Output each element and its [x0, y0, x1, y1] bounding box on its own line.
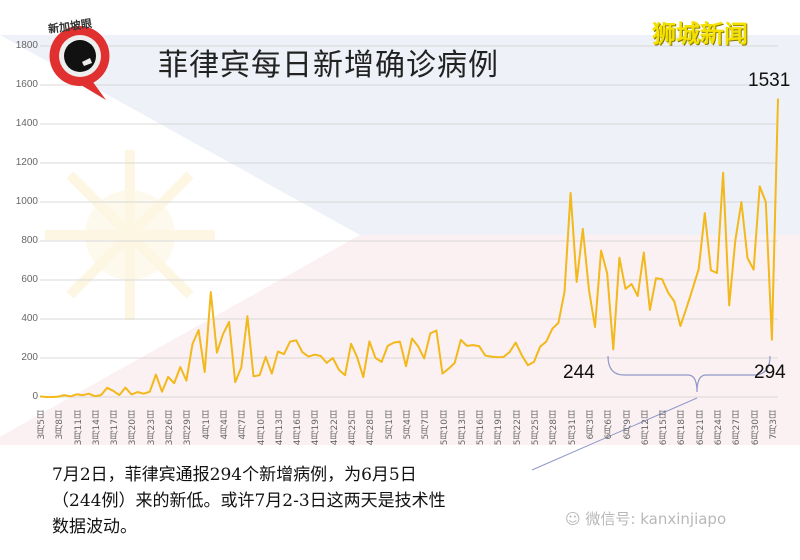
x-tick-label: 5月13日 — [457, 410, 468, 446]
x-tick-label: 5月16日 — [476, 410, 487, 446]
y-tick-label: 0 — [32, 391, 38, 402]
x-tick-label: 5月4日 — [402, 410, 413, 440]
x-tick-label: 4月4日 — [219, 410, 230, 440]
y-tick-label: 800 — [21, 235, 38, 246]
y-tick-label: 1400 — [15, 118, 38, 129]
x-tick-label: 5月1日 — [384, 410, 395, 440]
watermark-text: 微信号: kanxinjiapo — [585, 510, 727, 528]
bracket-connector — [607, 355, 771, 393]
x-tick-label: 6月27日 — [732, 410, 743, 446]
pointer-line — [531, 397, 698, 471]
x-tick-label: 4月25日 — [348, 410, 359, 446]
y-tick-label: 400 — [21, 313, 38, 324]
y-tick-label: 1800 — [15, 40, 38, 51]
x-tick-label: 6月21日 — [695, 410, 706, 446]
x-tick-label: 3月5日 — [37, 410, 47, 440]
x-tick-label: 5月28日 — [549, 410, 560, 446]
caption-line-1: 7月2日，菲律宾通报294个新增病例，为6月5日 — [52, 465, 417, 485]
x-tick-label: 6月6日 — [604, 410, 615, 440]
x-tick-label: 6月18日 — [677, 410, 688, 446]
x-tick-label: 4月28日 — [366, 410, 377, 446]
x-tick-label: 6月24日 — [714, 410, 724, 446]
x-tick-label: 3月14日 — [91, 410, 102, 446]
low-label-june5: 244 — [563, 362, 595, 383]
y-tick-label: 1600 — [15, 79, 38, 90]
y-tick-label: 1200 — [15, 157, 38, 168]
chart-title: 菲律宾每日新增确诊病例 — [158, 48, 499, 83]
x-tick-label: 3月11日 — [73, 410, 84, 446]
x-tick-label: 7月3日 — [768, 410, 779, 440]
x-tick-label: 4月10日 — [256, 410, 267, 446]
x-tick-label: 4月13日 — [274, 410, 285, 446]
x-tick-label: 6月15日 — [659, 410, 670, 446]
wechat-watermark: ☺ 微信号: kanxinjiapo — [565, 508, 726, 529]
caption-line-3: 数据波动。 — [52, 517, 137, 537]
x-tick-label: 4月7日 — [238, 410, 249, 440]
x-tick-label: 6月12日 — [640, 410, 651, 446]
x-tick-label: 5月22日 — [512, 410, 523, 446]
low-label-july2: 294 — [754, 362, 786, 383]
x-tick-label: 5月25日 — [531, 410, 542, 446]
x-tick-label: 5月31日 — [567, 410, 578, 446]
x-tick-label: 3月23日 — [146, 410, 157, 446]
x-tick-label: 5月10日 — [439, 410, 450, 446]
logo — [40, 18, 120, 103]
y-tick-label: 200 — [21, 352, 38, 363]
x-tick-label: 4月22日 — [329, 410, 340, 446]
x-tick-label: 3月8日 — [55, 410, 66, 440]
wechat-icon: ☺ — [565, 510, 586, 528]
y-tick-label: 600 — [21, 274, 38, 285]
x-tick-label: 4月19日 — [311, 410, 322, 446]
x-tick-label: 5月7日 — [421, 410, 432, 440]
x-tick-label: 4月1日 — [201, 410, 212, 440]
caption-line-2: （244例）来的新低。或许7月2-3日这两天是技术性 — [52, 491, 446, 511]
x-tick-label: 3月29日 — [183, 410, 194, 446]
caption: 7月2日，菲律宾通报294个新增病例，为6月5日 （244例）来的新低。或许7月… — [52, 462, 542, 540]
x-tick-label: 3月26日 — [165, 410, 176, 446]
x-tick-label: 6月3日 — [585, 410, 596, 440]
brand-label: 狮城新闻 — [652, 20, 748, 48]
x-tick-label: 3月20日 — [128, 410, 139, 446]
x-tick-label: 4月16日 — [293, 410, 304, 446]
x-tick-label: 3月17日 — [110, 410, 121, 446]
peak-label: 1531 — [748, 70, 791, 91]
x-tick-label: 6月9日 — [622, 410, 633, 440]
x-tick-label: 5月19日 — [494, 410, 505, 446]
x-tick-label: 6月30日 — [750, 410, 761, 446]
y-tick-label: 1000 — [15, 196, 38, 207]
